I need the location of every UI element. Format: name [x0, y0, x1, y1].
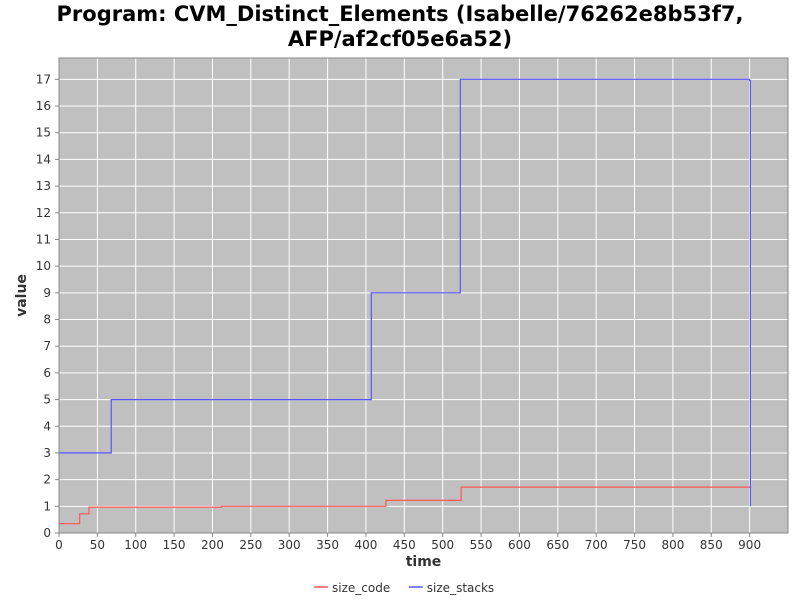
- grid-lines: [58, 58, 788, 534]
- x-axis-label: time: [406, 554, 442, 570]
- y-tick-label: 6: [43, 366, 51, 380]
- x-tick-label: 700: [585, 538, 608, 552]
- x-axis-ticks: 0 50 100 150 200 250 300 350 400 450 500 550 600 650 7…: [55, 533, 761, 552]
- y-tick-label: 16: [36, 99, 51, 113]
- legend-label-size-code: size_code: [332, 581, 390, 595]
- chart-title-line-1: Program: CVM_Distinct_Elements (Isabelle…: [56, 2, 744, 26]
- y-tick-label: 12: [36, 206, 51, 220]
- x-tick-label: 0: [55, 538, 63, 552]
- y-tick-label: 7: [43, 339, 51, 353]
- legend: size_code size_stacks: [314, 581, 494, 595]
- y-tick-label: 17: [36, 72, 51, 86]
- x-tick-label: 850: [700, 538, 723, 552]
- x-tick-label: 650: [546, 538, 569, 552]
- x-tick-label: 50: [90, 538, 105, 552]
- x-tick-label: 600: [508, 538, 531, 552]
- x-tick-label: 200: [201, 538, 224, 552]
- y-tick-label: 0: [43, 526, 51, 540]
- x-tick-label: 750: [623, 538, 646, 552]
- x-tick-label: 350: [316, 538, 339, 552]
- x-tick-label: 500: [431, 538, 454, 552]
- y-tick-label: 3: [43, 446, 51, 460]
- series-lines: [59, 78, 752, 525]
- y-tick-label: 1: [43, 499, 51, 513]
- x-tick-label: 800: [661, 538, 684, 552]
- y-tick-label: 13: [36, 179, 51, 193]
- x-tick-label: 450: [393, 538, 416, 552]
- x-tick-label: 300: [278, 538, 301, 552]
- y-tick-label: 9: [43, 286, 51, 300]
- axes: [58, 57, 789, 534]
- y-tick-label: 14: [36, 152, 51, 166]
- plot-border: [58, 57, 789, 534]
- x-tick-label: 250: [239, 538, 262, 552]
- series-line-size-stacks: [59, 78, 751, 507]
- y-tick-label: 5: [43, 393, 51, 407]
- y-tick-label: 15: [36, 126, 51, 140]
- y-tick-label: 8: [43, 313, 51, 327]
- y-tick-label: 11: [36, 232, 51, 246]
- x-tick-label: 100: [124, 538, 147, 552]
- plot-background: [59, 58, 788, 533]
- x-tick-label: 400: [354, 538, 377, 552]
- y-tick-label: 10: [36, 259, 51, 273]
- chart-title-line-2: AFP/af2cf05e6a52): [287, 27, 513, 51]
- legend-label-size-stacks: size_stacks: [427, 581, 494, 595]
- y-tick-label: 2: [43, 473, 51, 487]
- x-tick-label: 550: [470, 538, 493, 552]
- x-tick-label: 150: [163, 538, 186, 552]
- series-line-size-code: [59, 486, 752, 525]
- x-tick-label: 900: [738, 538, 761, 552]
- chart-title: Program: CVM_Distinct_Elements (Isabelle…: [0, 2, 800, 52]
- y-tick-label: 4: [43, 419, 51, 433]
- y-axis-label: value: [14, 274, 30, 317]
